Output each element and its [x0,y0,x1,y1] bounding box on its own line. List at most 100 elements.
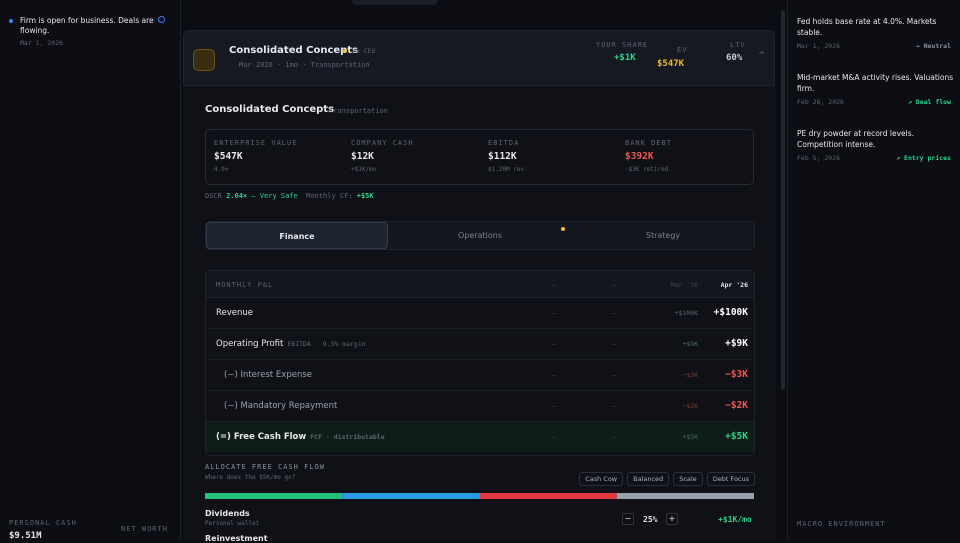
div-sub: Personal wallet [205,520,260,527]
metric-label: BANK DEBT [625,139,672,147]
row-cell: — [612,309,616,317]
row-cell: — [552,402,556,410]
pl-col: Apr '26 [720,281,748,289]
detail-name: Consolidated Concepts [205,104,335,115]
row-label: (−) Mandatory Repayment [224,401,338,411]
tab-dot [561,227,565,231]
company-card[interactable]: Consolidated Concepts no CEO Mar 2026 · … [183,30,775,86]
news-date: Mar 1, 2026 [797,42,841,50]
pl-row: (−) Mandatory Repayment — — −$2K −$2K [206,390,754,421]
alloc-bar [205,493,754,499]
pl-row: (=) Free Cash Flow FCF · distributable — — +… [206,421,754,452]
preset[interactable]: Balanced [627,472,670,486]
tabs: Finance Operations Strategy [205,221,755,250]
scrollbar[interactable] [781,10,785,390]
top-handle[interactable] [352,0,438,5]
news-tag: ↗ Entry prices [896,154,951,162]
pl-head: MONTHLY P&L — — Mar '26 Apr '26 [206,271,754,297]
pl-row: Operating Profit EBITDA · 9.3% margin — — +$… [206,328,754,359]
row-cell: — [552,340,556,348]
row-cell: — [552,309,556,317]
pl-title: MONTHLY P&L [216,281,274,289]
row-cell: −$2K [725,400,748,411]
detail-sector: Transportation [329,107,389,115]
alloc-segment [479,493,617,499]
company-meta: Mar 2026 · 1mo · Transportation [239,61,370,69]
alloc-title: ALLOCATE FREE CASH FLOW [205,463,325,471]
status-dot [9,19,13,23]
tab[interactable]: Operations [458,231,502,240]
preset[interactable]: Cash Cow [579,472,624,486]
ceo: no CEO [352,47,376,55]
ceo-dot [343,49,347,53]
metric-label: EBITDA [488,139,520,147]
net-worth-label: NET WORTH [121,525,168,533]
alloc-segment [205,493,343,499]
pl-col: — [612,281,616,289]
row-cell: +$9K [725,338,748,349]
div-amount: +$1K/mo [718,515,752,524]
ev: $547K [657,59,685,69]
news-date: Feb 26, 2026 [797,98,844,106]
metric-sub: $1.20M rev [488,166,525,173]
row-cell: +$100K [713,307,748,318]
row-note: FCF · distributable [310,433,385,441]
alloc-subtitle: Where does the $5K/mo go? [205,474,296,481]
ev-label: EV [677,46,688,54]
macro-label: MACRO ENVIRONMENT [797,520,886,528]
row-cell: +$5K [682,433,698,441]
row-label: (=) Free Cash Flow FCF · distributable [216,432,385,442]
info-icon[interactable] [158,16,165,23]
row-cell: — [552,371,556,379]
metric-value: $547K [214,151,243,162]
metric-label: ENTERPRISE VALUE [214,139,298,147]
pl-row: (−) Interest Expense — — −$3K −$3K [206,359,754,390]
news-date: Feb 5, 2026 [797,154,841,162]
alloc-segment [342,493,480,499]
ltv: 60% [726,53,743,63]
collapse[interactable]: ^ [758,51,766,61]
status-date: Mar 1, 2026 [20,39,64,47]
status: Firm is open for business. Deals are flo… [20,16,154,35]
row-cell: −$2K [682,402,698,410]
pl-col: — [552,281,556,289]
metric-value: $392K [625,151,654,162]
alloc-segment [616,493,754,499]
pl-row: Revenue — — +$100K +$100K [206,297,754,328]
dscr-line: DSCR 2.04× — Very Safe Monthly CF: +$5K [205,192,374,200]
metric-sub: -$3K retired [625,166,669,173]
row-label: Operating Profit EBITDA · 9.3% margin [216,339,366,349]
next-label: Reinvestment [205,534,268,543]
tab[interactable]: Finance [206,222,388,249]
preset[interactable]: Scale [673,472,703,486]
minus[interactable]: − [622,513,634,525]
row-cell: −$3K [682,371,698,379]
dscr: 2.04× [226,192,248,200]
news-tag: ↗ Deal flow [907,98,951,106]
tab[interactable]: Strategy [645,231,681,240]
preset[interactable]: Debt Focus [706,472,755,486]
pl-table: MONTHLY P&L — — Mar '26 Apr '26 Revenue — — +$10… [205,270,755,456]
metrics: ENTERPRISE VALUE $547K 4.9× COMPANY CASH $12… [205,129,754,185]
row-note: EBITDA · 9.3% margin [287,340,366,348]
plus[interactable]: + [666,513,678,525]
row-cell: — [612,371,616,379]
metric-label: COMPANY CASH [351,139,414,147]
pl-col: Mar '26 [670,281,698,289]
cash: $9.51M [9,531,42,541]
share-label: YOUR SHARE [596,41,649,49]
ltv-label: LTV [730,41,746,49]
share: +$1K [614,53,636,63]
row-label: Revenue [216,308,254,318]
cf-label: Monthly CF: [306,192,353,200]
row-cell: +$9K [682,340,698,348]
cash-label: PERSONAL CASH [9,519,77,527]
company-name: Consolidated Concepts [229,45,359,56]
metric-value: $112K [488,151,517,162]
row-cell: — [612,433,616,441]
row-cell: — [612,340,616,348]
company-icon [193,49,215,71]
row-label: (−) Interest Expense [224,370,312,380]
right-sidebar: MACRO ENVIRONMENT Fed holds base rate at… [787,0,960,540]
